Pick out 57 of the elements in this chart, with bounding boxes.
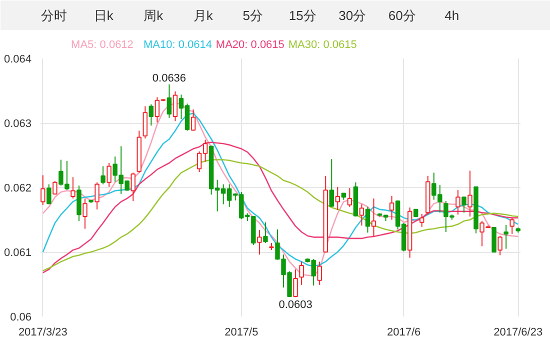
text: 周k	[144, 8, 164, 23]
candlestick	[329, 158, 334, 208]
annotation: 0.0636	[152, 72, 186, 84]
candlestick	[106, 162, 112, 188]
text: 15分	[288, 8, 316, 23]
candlestick	[94, 182, 100, 210]
text: 月k	[193, 8, 214, 23]
candlestick	[130, 172, 136, 202]
text: MA10: 0.0614	[143, 38, 212, 51]
candlestick	[172, 90, 178, 122]
x-tick-label: 2017/5	[224, 326, 258, 338]
text: 5分	[242, 8, 264, 23]
text: 日k	[94, 8, 114, 23]
x-tick-label: 2017/6	[386, 326, 421, 338]
text: MA5: 0.0612	[71, 38, 134, 51]
candlestick	[335, 186, 340, 211]
candlestick	[46, 184, 52, 205]
candlestick	[40, 174, 46, 206]
candlestick	[510, 217, 514, 234]
candlestick	[389, 195, 394, 220]
candlestick	[504, 224, 508, 250]
y-tick-label: 0.061	[4, 247, 32, 259]
candlestick	[359, 204, 364, 226]
candlestick	[299, 261, 304, 286]
candlestick	[263, 222, 268, 244]
y-tick-label: 0.063	[4, 118, 32, 130]
candlestick	[456, 190, 460, 216]
y-tick-label: 0.064	[4, 54, 32, 66]
candlestick	[293, 268, 298, 298]
candlestick	[419, 213, 424, 228]
y-tick-label: 0.06	[10, 312, 32, 324]
candlestick	[468, 170, 472, 218]
candlestick	[462, 196, 466, 214]
text: MA20: 0.0615	[216, 38, 284, 51]
candlestick	[347, 188, 352, 208]
text: MA30: 0.0615	[288, 38, 357, 51]
text: 分时	[40, 8, 67, 23]
candlestick	[52, 180, 58, 196]
candlestick	[100, 166, 106, 185]
candlestick	[317, 261, 322, 286]
candlestick	[257, 230, 262, 256]
candlestick	[70, 176, 76, 199]
candlestick	[166, 84, 172, 118]
x-tick-label: 2017/3/23	[18, 326, 68, 338]
candlestick	[142, 106, 148, 139]
y-tick-label: 0.062	[4, 182, 32, 194]
candlestick	[365, 206, 370, 234]
x-tick-label: 2017/6/23	[494, 326, 543, 338]
candlestick	[190, 108, 196, 132]
candlestick	[371, 198, 376, 238]
text: 4h	[444, 8, 460, 23]
candlestick	[148, 104, 154, 126]
candlestick	[82, 198, 88, 230]
text: 30分	[338, 8, 366, 23]
text: 60分	[388, 8, 416, 23]
candlestick	[498, 235, 502, 256]
annotation: 0.0603	[278, 299, 312, 312]
